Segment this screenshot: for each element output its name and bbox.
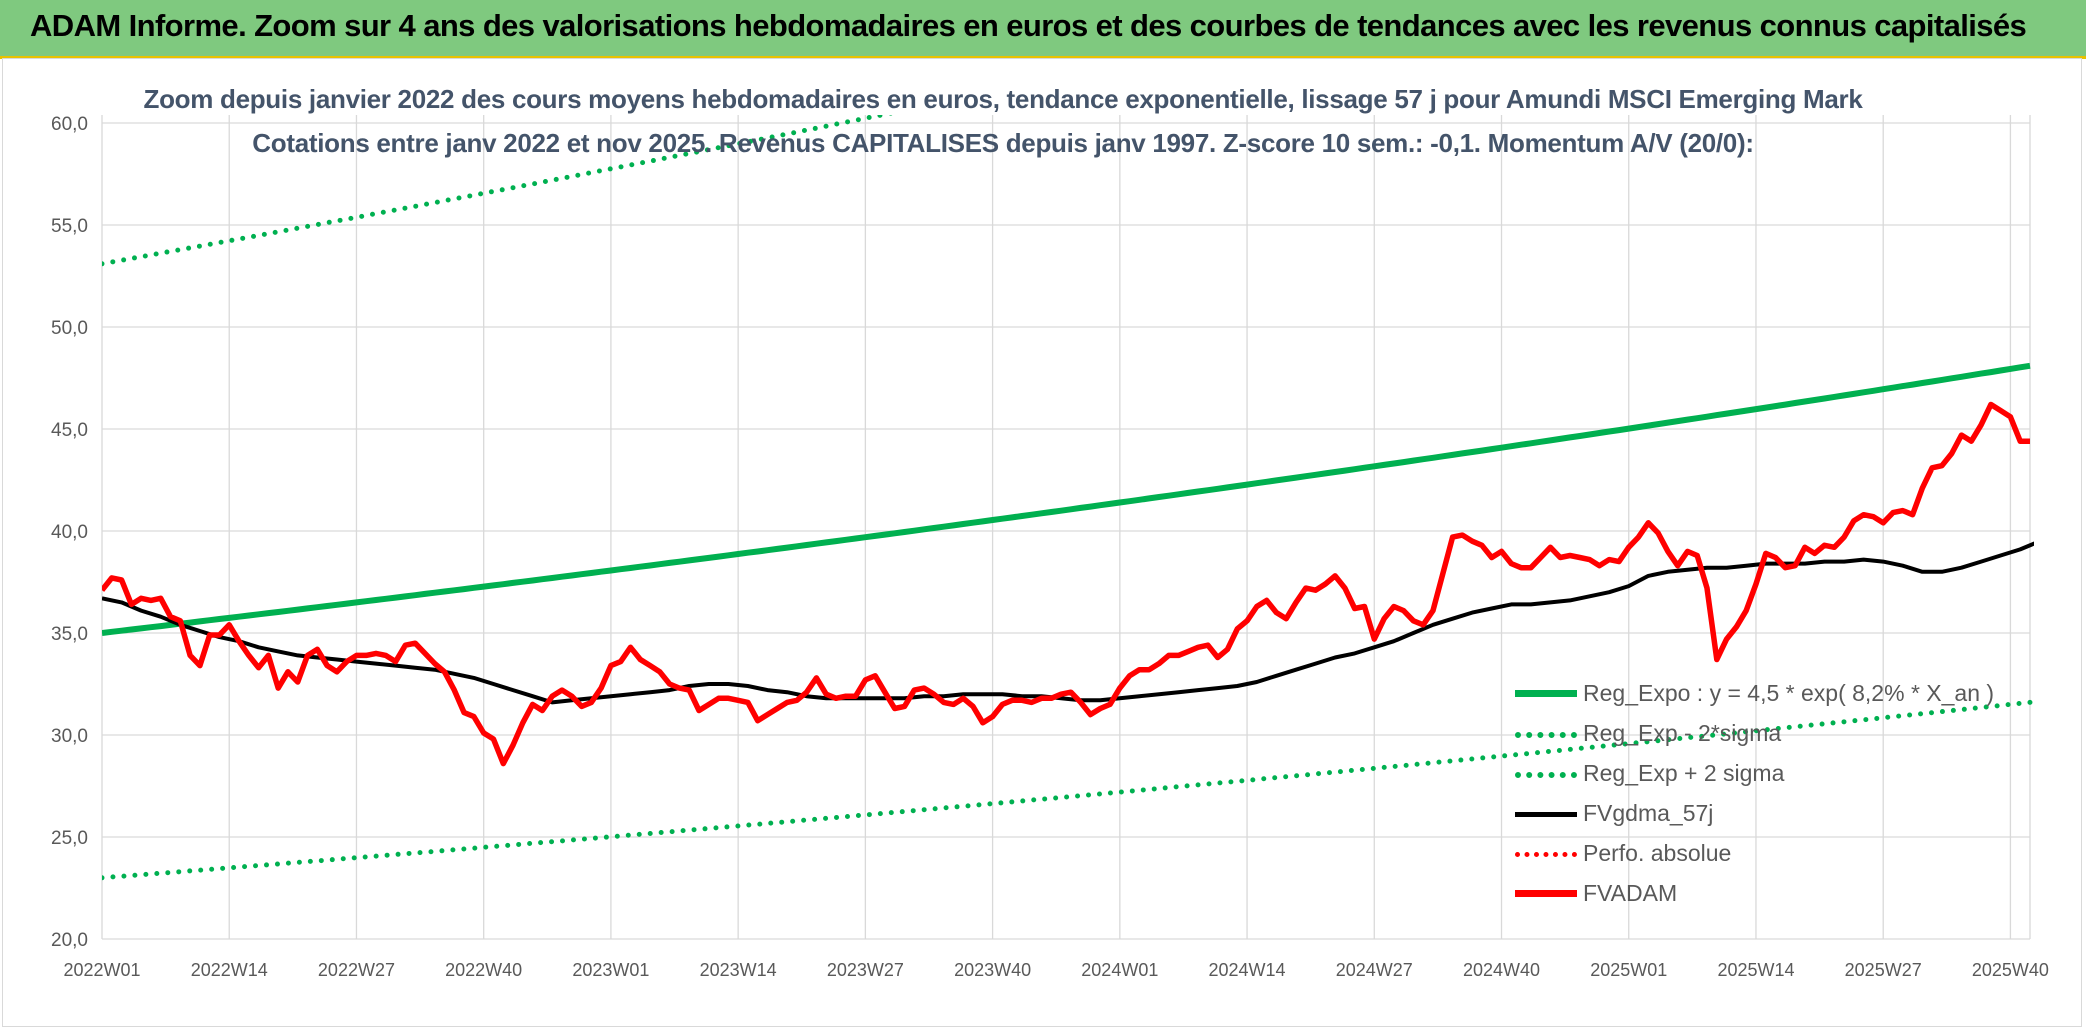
- chart-frame: [2, 58, 2082, 1027]
- legend-swatch-reg-expo: [1515, 690, 1577, 697]
- legend-swatch-perfo: [1515, 852, 1577, 857]
- series-line-3: [102, 541, 2034, 705]
- legend-label-fvgdma: FVgdma_57j: [1583, 800, 1714, 826]
- series-line-5: [102, 401, 2030, 767]
- legend-swatch-reg-exp-minus: [1515, 732, 1577, 738]
- x-tick-label: 2023W27: [827, 960, 904, 980]
- x-tick-label: 2023W01: [572, 960, 649, 980]
- y-tick-label: 60,0: [51, 114, 88, 135]
- series-line-1: [102, 699, 2033, 881]
- x-tick-label: 2022W27: [318, 960, 395, 980]
- x-tick-label: 2022W14: [191, 960, 268, 980]
- y-tick-label: 50,0: [51, 318, 88, 339]
- legend-swatch-fvgdma: [1515, 812, 1577, 817]
- x-tick-label: 2024W14: [1209, 960, 1286, 980]
- y-tick-label: 55,0: [51, 216, 88, 237]
- legend-label-reg-exp-plus: Reg_Exp + 2 sigma: [1583, 760, 1785, 786]
- report-title: ADAM Informe. Zoom sur 4 ans des valoris…: [30, 8, 2027, 43]
- x-tick-label: 2024W40: [1463, 960, 1540, 980]
- x-tick-label: 2025W14: [1717, 960, 1794, 980]
- x-tick-label: 2025W01: [1590, 960, 1667, 980]
- y-tick-label: 25,0: [51, 828, 88, 849]
- x-tick-label: 2024W27: [1336, 960, 1413, 980]
- x-tick-label: 2022W40: [445, 960, 522, 980]
- legend-label-reg-exp-minus: Reg_Exp - 2*sigma: [1583, 720, 1782, 746]
- y-tick-label: 35,0: [51, 624, 88, 645]
- y-tick-label: 45,0: [51, 420, 88, 441]
- legend-label-fvadam: FVADAM: [1583, 880, 1678, 906]
- chart-subtitle-line-2: Cotations entre janv 2022 et nov 2025. R…: [252, 128, 1754, 158]
- x-tick-label: 2022W01: [63, 960, 140, 980]
- y-tick-label: 30,0: [51, 726, 88, 747]
- x-tick-label: 2025W40: [1972, 960, 2049, 980]
- x-tick-label: 2023W14: [700, 960, 777, 980]
- x-axis: 2022W01 2022W14 2022W27 2022W40 2023W01 2023W…: [63, 960, 2048, 980]
- series-lines: [102, 115, 2034, 881]
- series-line-0: [102, 362, 2031, 636]
- y-axis: 20,0 25,0 30,0 35,0 40,0 45,0 50,0 55,0 60,0: [51, 114, 88, 951]
- report-header: ADAM Informe. Zoom sur 4 ans des valoris…: [0, 0, 2086, 59]
- legend-swatch-fvadam: [1515, 890, 1577, 897]
- gridlines: [101, 115, 2031, 940]
- x-tick-label: 2023W40: [954, 960, 1031, 980]
- x-tick-label: 2025W27: [1845, 960, 1922, 980]
- y-tick-label: 20,0: [51, 930, 88, 951]
- chart-subtitle-line-1: Zoom depuis janvier 2022 des cours moyen…: [143, 84, 1863, 114]
- legend-label-reg-expo: Reg_Expo : y = 4,5 * exp( 8,2% * X_an ): [1583, 680, 1995, 706]
- legend-label-perfo: Perfo. absolue: [1583, 840, 1732, 866]
- y-tick-label: 40,0: [51, 522, 88, 543]
- x-tick-label: 2024W01: [1081, 960, 1158, 980]
- legend-swatch-reg-exp-plus: [1515, 772, 1577, 778]
